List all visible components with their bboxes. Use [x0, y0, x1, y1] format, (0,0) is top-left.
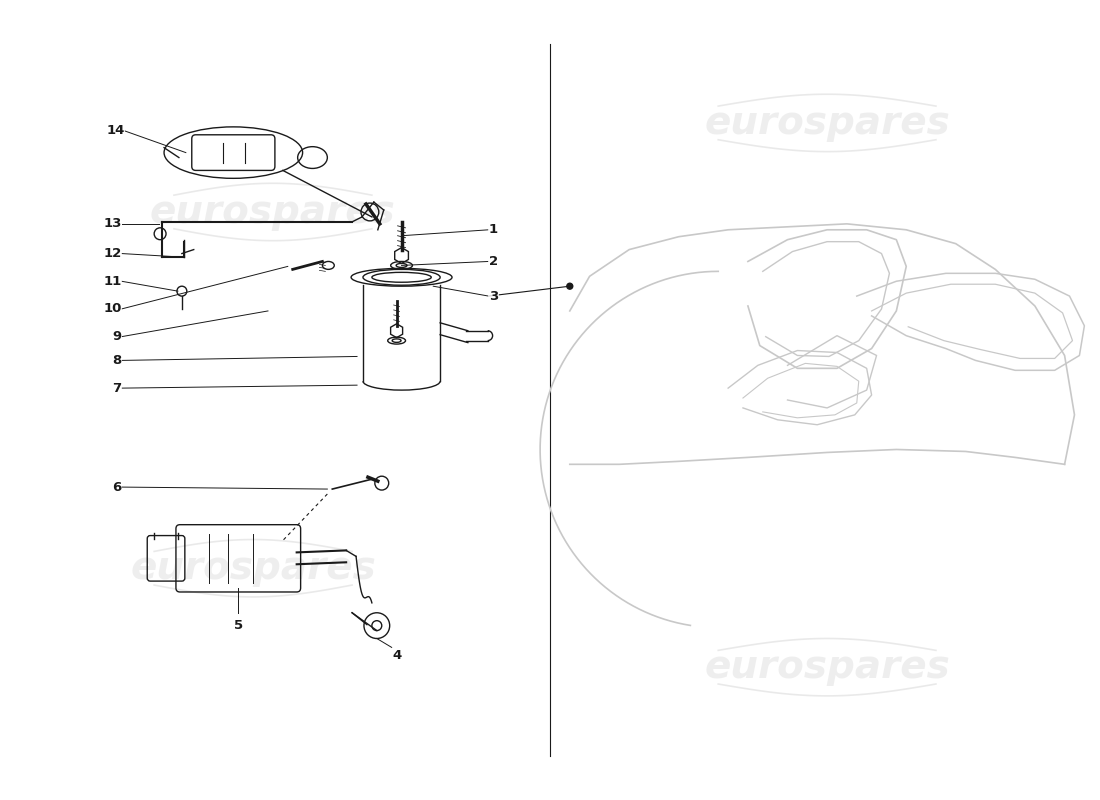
Text: 12: 12	[103, 247, 121, 260]
Text: 7: 7	[112, 382, 121, 394]
Text: 6: 6	[112, 481, 121, 494]
Text: 5: 5	[233, 619, 243, 632]
Text: 13: 13	[103, 218, 121, 230]
Circle shape	[566, 283, 573, 289]
Text: eurospares: eurospares	[150, 193, 396, 231]
Text: 9: 9	[112, 330, 121, 343]
Text: eurospares: eurospares	[704, 104, 950, 142]
Text: 1: 1	[488, 223, 498, 236]
Text: 3: 3	[488, 290, 498, 302]
Text: 14: 14	[106, 124, 124, 138]
Text: 4: 4	[392, 649, 402, 662]
Text: eurospares: eurospares	[130, 550, 376, 587]
Text: eurospares: eurospares	[704, 648, 950, 686]
Text: 10: 10	[103, 302, 121, 315]
Text: 11: 11	[103, 274, 121, 288]
Text: 2: 2	[488, 255, 498, 268]
Text: 8: 8	[112, 354, 121, 367]
